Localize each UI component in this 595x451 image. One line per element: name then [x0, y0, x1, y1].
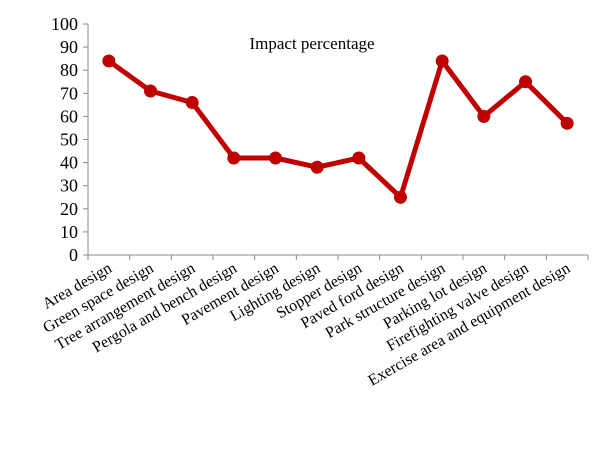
y-tick-label: 10 — [60, 222, 78, 242]
y-tick-label: 80 — [60, 60, 78, 80]
data-point — [102, 54, 116, 68]
y-tick-label: 0 — [69, 245, 78, 265]
data-point — [560, 116, 574, 130]
data-point — [310, 160, 324, 174]
data-point — [185, 96, 199, 110]
y-tick-label: 40 — [60, 153, 78, 173]
series-group — [102, 54, 574, 204]
y-tick-label: 30 — [60, 176, 78, 196]
data-point — [144, 84, 157, 98]
y-tick-label: 50 — [60, 130, 78, 150]
y-tick-label: 60 — [60, 106, 78, 126]
y-tick-label: 100 — [51, 14, 78, 34]
y-axis-ticks: 0 10 20 30 40 50 60 70 80 90 100 — [51, 14, 88, 265]
data-point — [227, 151, 241, 165]
data-point — [477, 109, 491, 123]
data-point — [352, 151, 366, 165]
y-tick-label: 70 — [60, 83, 78, 103]
data-point — [519, 75, 532, 89]
data-point — [394, 190, 407, 204]
data-point — [269, 151, 282, 165]
y-tick-label: 90 — [60, 37, 78, 57]
chart-title: Impact percentage — [249, 34, 374, 53]
y-tick-label: 20 — [60, 199, 78, 219]
series-line — [106, 58, 570, 200]
data-point — [435, 54, 449, 68]
